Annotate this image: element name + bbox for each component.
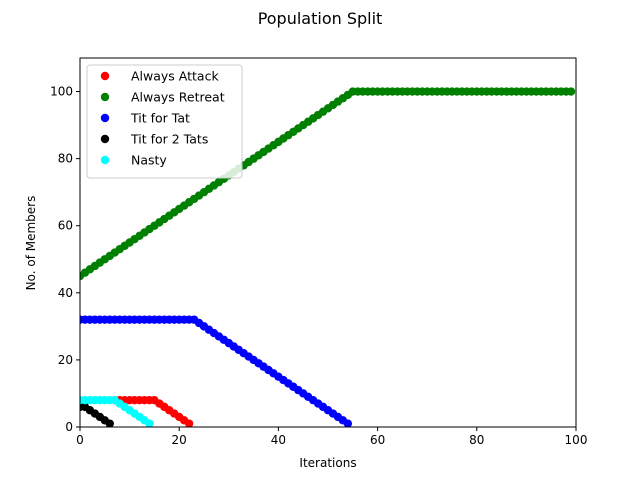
data-points bbox=[80, 87, 576, 427]
x-tick-label: 40 bbox=[271, 433, 286, 447]
legend-marker bbox=[100, 92, 110, 102]
legend-box bbox=[86, 64, 243, 179]
y-tick-label: 40 bbox=[58, 286, 73, 300]
chart-title: Population Split bbox=[258, 9, 383, 28]
legend: Always Attack Always Retreat Tit for Tat Ti… bbox=[86, 64, 243, 179]
x-tick-label: 0 bbox=[76, 433, 84, 447]
series-0 bbox=[110, 395, 194, 427]
x-tick-label: 60 bbox=[370, 433, 385, 447]
x-tick-label: 100 bbox=[565, 433, 588, 447]
series-1 bbox=[80, 87, 576, 281]
legend-label: Always Retreat bbox=[131, 90, 225, 105]
x-axis-label: Iterations bbox=[299, 456, 356, 470]
data-point bbox=[343, 419, 353, 427]
legend-label: Always Attack bbox=[131, 69, 219, 84]
x-tick-label: 80 bbox=[469, 433, 484, 447]
legend-marker bbox=[100, 155, 110, 165]
y-axis-label: No. of Members bbox=[24, 196, 38, 291]
legend-marker bbox=[100, 71, 110, 81]
legend-marker bbox=[100, 113, 110, 123]
series-2 bbox=[80, 315, 353, 427]
series-3 bbox=[80, 402, 114, 427]
axes: 0 20 40 60 80 100 0 20 40 60 80 100 bbox=[50, 57, 588, 447]
y-tick-label: 80 bbox=[58, 152, 73, 166]
y-tick-label: 60 bbox=[58, 219, 73, 233]
legend-label: Tit for Tat bbox=[130, 111, 190, 126]
series-4 bbox=[80, 395, 154, 427]
x-tick-label: 20 bbox=[172, 433, 187, 447]
data-point bbox=[566, 87, 576, 96]
legend-label: Nasty bbox=[131, 153, 167, 168]
data-point bbox=[145, 419, 154, 427]
axes-frame bbox=[79, 57, 577, 428]
legend-marker bbox=[100, 134, 110, 144]
data-point bbox=[184, 419, 194, 427]
y-tick-label: 20 bbox=[58, 353, 73, 367]
data-point bbox=[105, 419, 114, 427]
plot-area bbox=[80, 87, 576, 427]
legend-label: Tit for 2 Tats bbox=[130, 132, 208, 147]
y-tick-label: 0 bbox=[65, 420, 73, 434]
y-tick-label: 100 bbox=[50, 85, 73, 99]
